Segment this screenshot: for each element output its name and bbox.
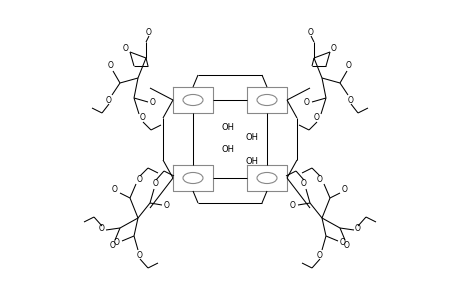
Text: O: O bbox=[137, 176, 143, 184]
Text: O: O bbox=[153, 179, 159, 188]
Text: O: O bbox=[150, 98, 156, 106]
Text: O: O bbox=[339, 238, 345, 247]
Text: O: O bbox=[110, 242, 116, 250]
Text: OH: OH bbox=[245, 133, 258, 142]
Text: O: O bbox=[140, 113, 146, 122]
Text: O: O bbox=[146, 28, 151, 37]
Text: O: O bbox=[164, 200, 169, 209]
Text: O: O bbox=[341, 184, 347, 194]
Text: O: O bbox=[313, 113, 319, 122]
Text: O: O bbox=[316, 176, 322, 184]
Text: O: O bbox=[345, 61, 351, 70]
Text: O: O bbox=[137, 250, 143, 260]
Text: O: O bbox=[308, 28, 313, 37]
Text: O: O bbox=[99, 224, 105, 233]
Text: O: O bbox=[123, 44, 129, 52]
Text: O: O bbox=[330, 44, 336, 52]
Text: O: O bbox=[354, 224, 360, 233]
Text: O: O bbox=[347, 95, 353, 104]
Text: O: O bbox=[290, 200, 295, 209]
Text: O: O bbox=[303, 98, 309, 106]
Text: O: O bbox=[108, 61, 114, 70]
Text: O: O bbox=[106, 95, 112, 104]
Text: OH: OH bbox=[221, 122, 234, 131]
Text: O: O bbox=[114, 238, 120, 247]
Text: O: O bbox=[343, 242, 349, 250]
Text: O: O bbox=[316, 250, 322, 260]
Text: OH: OH bbox=[221, 146, 234, 154]
Text: OH: OH bbox=[245, 158, 258, 166]
Text: O: O bbox=[300, 179, 306, 188]
Text: O: O bbox=[112, 184, 118, 194]
